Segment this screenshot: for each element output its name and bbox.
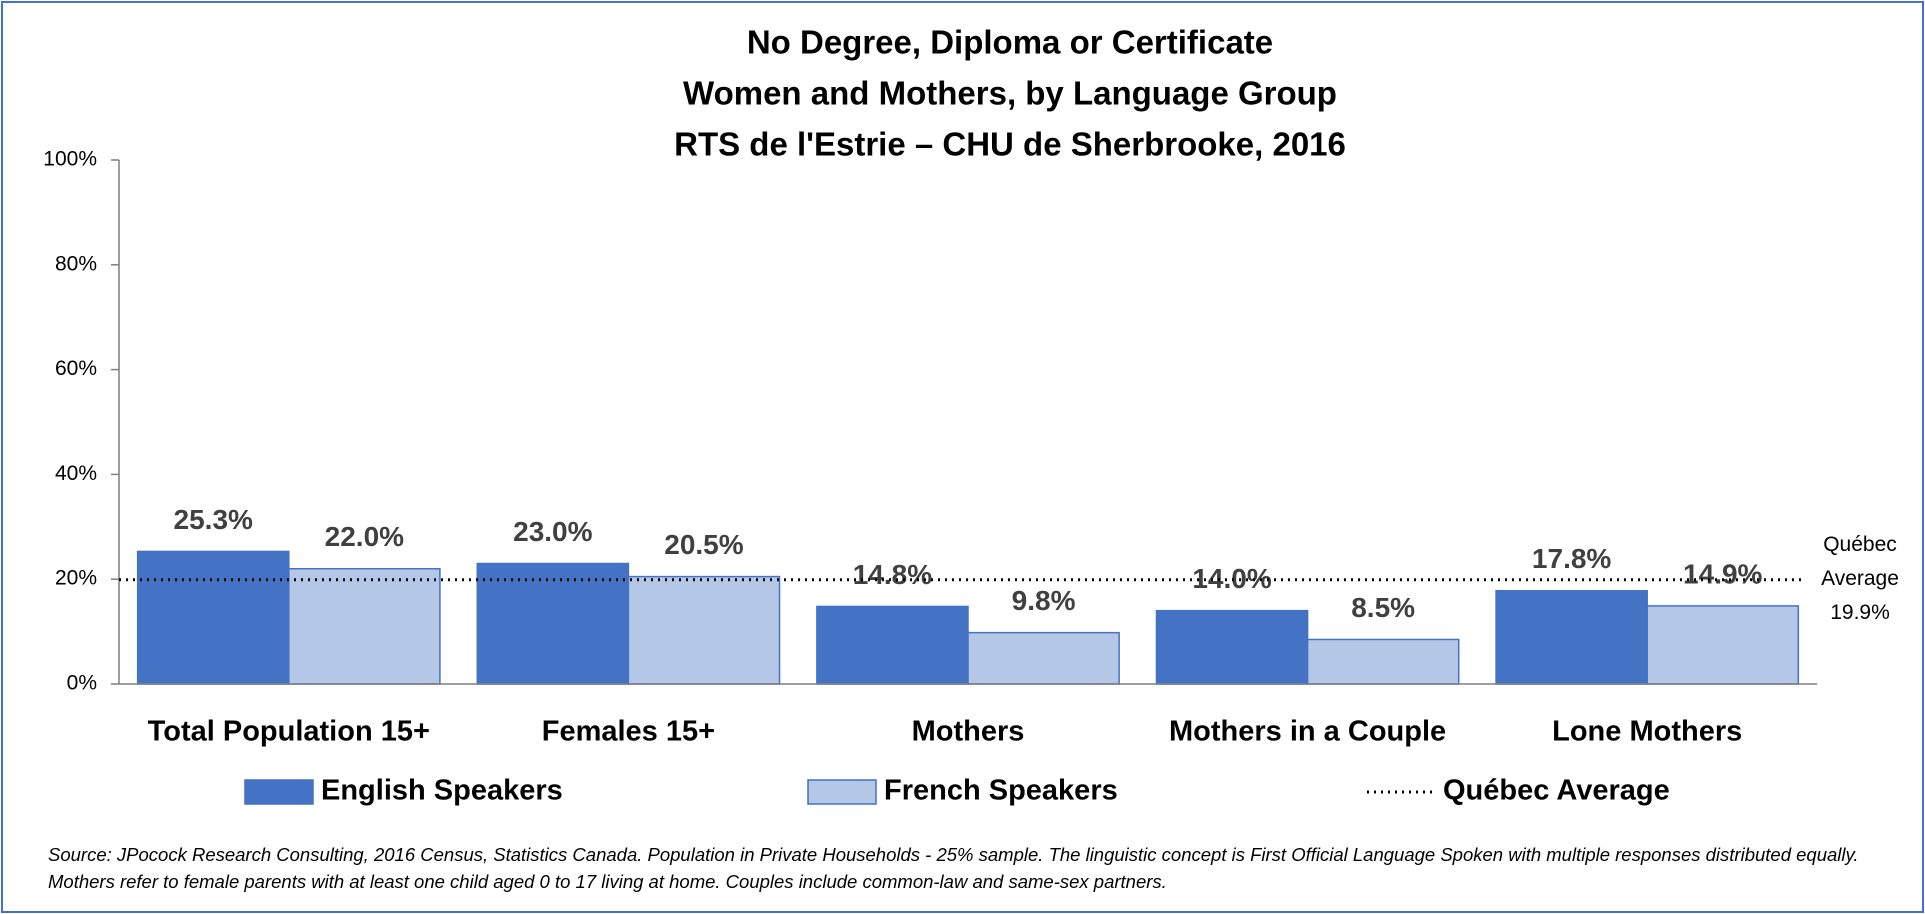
bar [1646,605,1800,685]
legend-swatch [244,779,314,805]
reference-annotation: Québec Average 19.9% [1808,528,1912,630]
value-label: 14.8% [853,559,932,590]
value-label: 25.3% [174,504,253,535]
chart-title: Women and Mothers, by Language Group [683,75,1337,112]
bar [627,575,781,685]
legend-swatch [807,779,877,805]
y-tick-label: 0% [67,672,97,695]
y-tick-label: 80% [55,252,97,275]
value-label: 9.8% [1012,585,1076,616]
y-tick-label: 40% [55,462,97,485]
value-label: 8.5% [1351,592,1415,623]
y-tick-label: 20% [55,567,97,590]
bar [1155,609,1309,685]
bar [816,605,969,685]
y-tick-label: 60% [55,357,97,380]
bar [1495,589,1648,685]
reference-name: Québec Average [1821,533,1899,590]
source-note: Source: JPocock Research Consulting, 201… [48,844,1859,892]
x-tick-label: Mothers [912,716,1025,748]
x-tick-label: Mothers in a Couple [1169,716,1446,748]
legend-label: Québec Average [1443,775,1670,807]
legend-label: French Speakers [884,775,1118,807]
value-label: 22.0% [325,521,404,552]
value-label: 14.9% [1683,558,1762,589]
bar [1306,638,1460,685]
bar [136,550,290,685]
bar [476,562,630,685]
value-label: 20.5% [664,529,743,560]
value-label: 23.0% [513,516,592,547]
bar [288,567,441,685]
x-tick-label: Lone Mothers [1552,716,1742,748]
chart-title: No Degree, Diploma or Certificate [747,24,1273,61]
legend-label: English Speakers [321,775,563,807]
bar [967,631,1120,685]
reference-value-label: 19.9% [1830,601,1890,624]
value-label: 17.8% [1532,543,1611,574]
x-tick-label: Total Population 15+ [148,716,430,748]
y-tick-label: 100% [43,148,97,171]
x-tick-label: Females 15+ [542,716,715,748]
chart-title: RTS de l'Estrie – CHU de Sherbrooke, 201… [674,126,1346,163]
